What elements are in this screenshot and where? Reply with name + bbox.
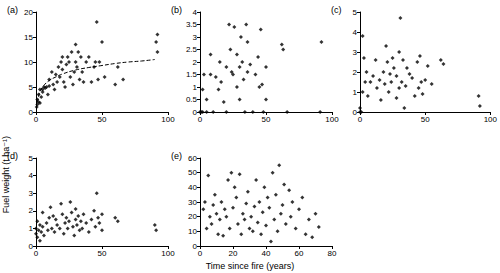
svg-text:1: 1	[353, 88, 358, 97]
svg-text:20: 20	[24, 8, 33, 17]
svg-text:2: 2	[29, 206, 34, 215]
svg-text:0: 0	[352, 107, 357, 117]
svg-text:1: 1	[29, 224, 34, 233]
svg-text:100: 100	[325, 115, 339, 124]
svg-text:5: 5	[353, 8, 358, 17]
svg-text:60: 60	[295, 249, 304, 258]
svg-text:(c): (c)	[331, 5, 342, 15]
svg-text:5: 5	[29, 83, 34, 92]
svg-text:Fuel weight (t ha⁻¹): Fuel weight (t ha⁻¹)	[1, 136, 11, 213]
svg-text:1.5: 1.5	[186, 70, 198, 79]
svg-text:2: 2	[193, 58, 198, 67]
svg-text:15: 15	[24, 33, 33, 42]
svg-text:(d): (d)	[7, 151, 18, 161]
svg-text:100: 100	[161, 249, 175, 258]
svg-text:0: 0	[198, 115, 203, 124]
svg-text:Time since fire (years): Time since fire (years)	[206, 261, 295, 271]
svg-text:50: 50	[188, 168, 197, 177]
svg-text:3: 3	[193, 33, 198, 42]
svg-text:100: 100	[484, 115, 498, 124]
svg-text:0: 0	[192, 107, 197, 117]
svg-text:0: 0	[28, 107, 33, 117]
svg-text:40: 40	[262, 249, 271, 258]
svg-text:2.5: 2.5	[186, 45, 198, 54]
svg-text:0: 0	[358, 115, 363, 124]
svg-text:50: 50	[262, 115, 271, 124]
svg-text:0: 0	[192, 241, 197, 251]
svg-text:0: 0	[34, 115, 39, 124]
svg-text:0.5: 0.5	[186, 95, 198, 104]
svg-text:3.5: 3.5	[186, 20, 198, 29]
svg-text:50: 50	[421, 115, 430, 124]
svg-text:20: 20	[188, 212, 197, 221]
svg-text:3: 3	[29, 189, 34, 198]
svg-text:3: 3	[353, 48, 358, 57]
svg-text:10: 10	[24, 58, 33, 67]
svg-text:(e): (e)	[171, 151, 182, 161]
svg-text:4: 4	[193, 8, 198, 17]
svg-text:10: 10	[188, 227, 197, 236]
svg-text:(a): (a)	[7, 5, 18, 15]
svg-text:(b): (b)	[171, 5, 182, 15]
svg-text:40: 40	[188, 183, 197, 192]
svg-text:2: 2	[353, 68, 358, 77]
svg-text:50: 50	[98, 249, 107, 258]
svg-text:100: 100	[161, 115, 175, 124]
svg-text:30: 30	[188, 198, 197, 207]
svg-text:0: 0	[34, 249, 39, 258]
svg-text:1: 1	[193, 83, 198, 92]
svg-text:50: 50	[98, 115, 107, 124]
svg-text:5: 5	[29, 154, 34, 163]
svg-text:4: 4	[353, 28, 358, 37]
svg-text:20: 20	[229, 249, 238, 258]
svg-text:80: 80	[328, 249, 337, 258]
svg-text:0: 0	[28, 241, 33, 251]
svg-text:0: 0	[198, 249, 203, 258]
svg-text:4: 4	[29, 171, 34, 180]
svg-text:60: 60	[188, 154, 197, 163]
